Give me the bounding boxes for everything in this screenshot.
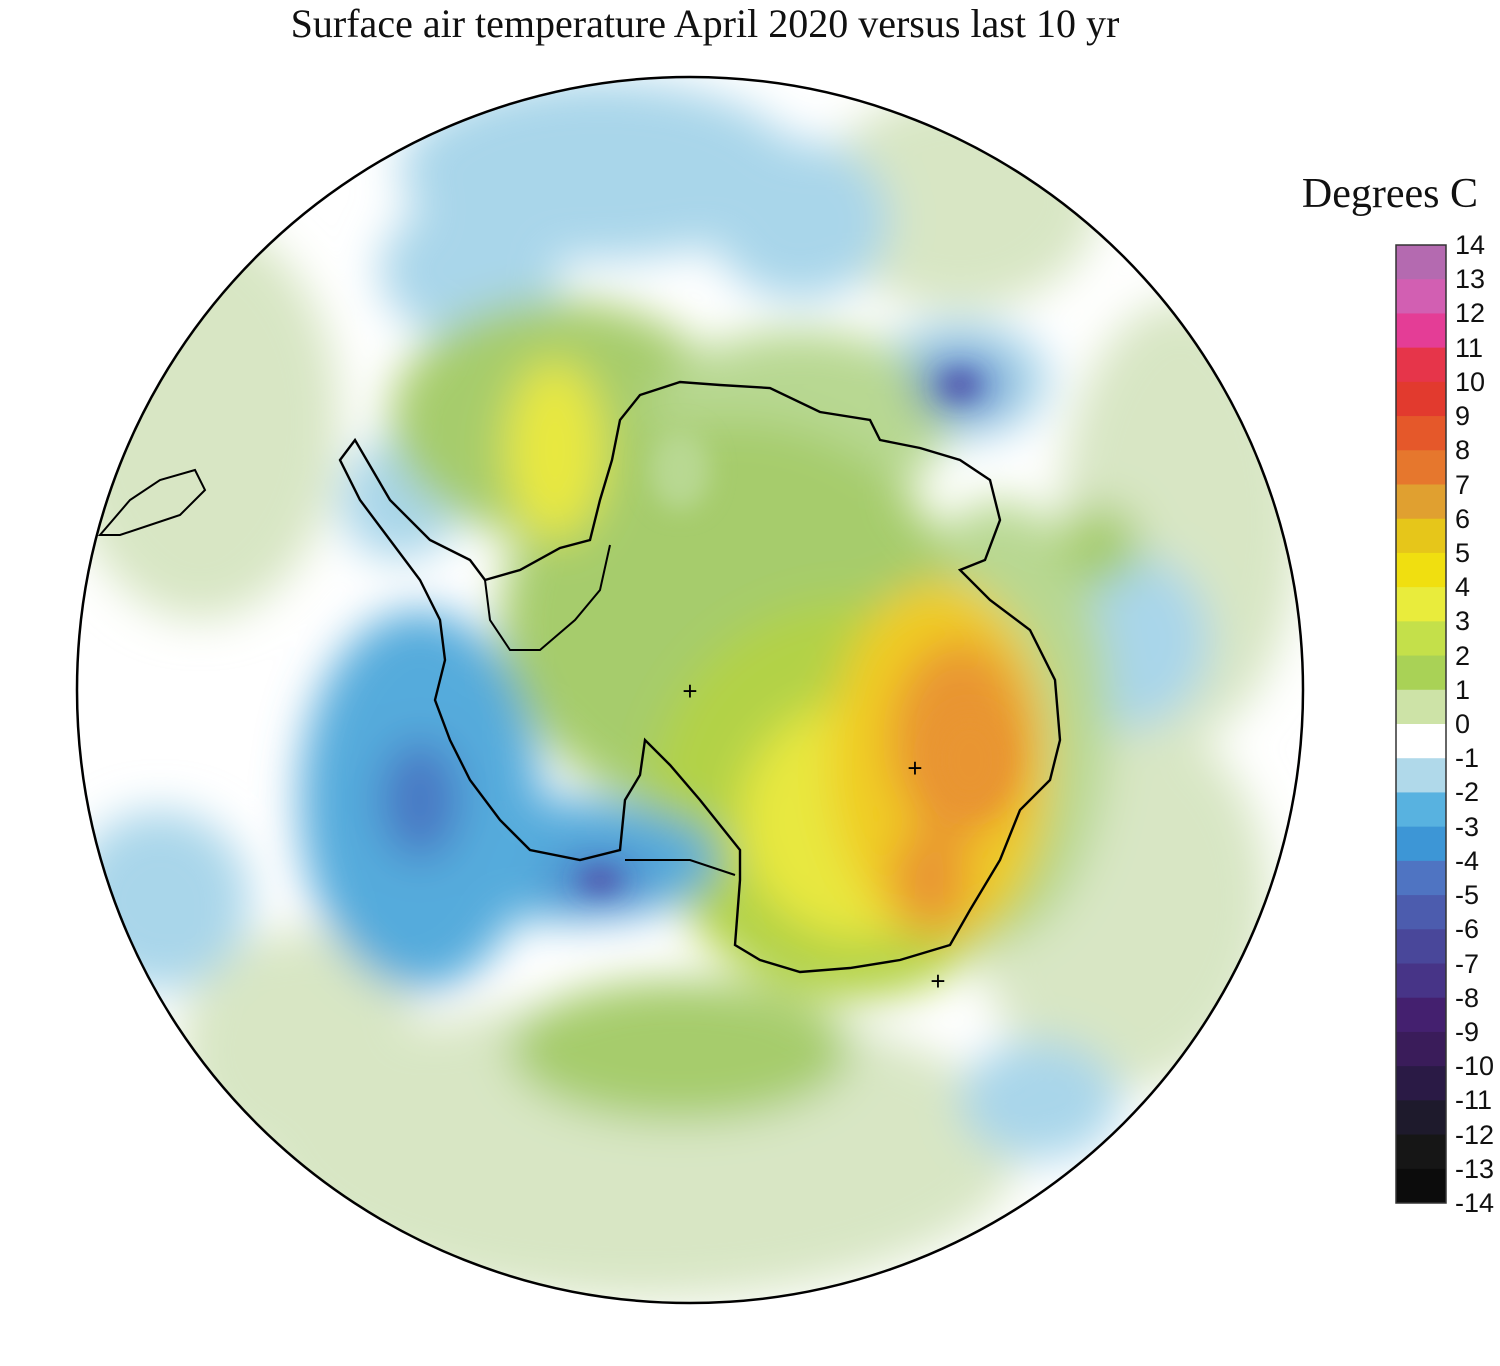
colorbar-tick-label: 8: [1455, 435, 1471, 466]
colorbar-segment: [1396, 655, 1446, 691]
colorbar-tick-label: -8: [1455, 982, 1480, 1013]
colorbar-segment: [1396, 245, 1446, 280]
colorbar-tick-label: -11: [1455, 1085, 1493, 1116]
colorbar-tick-label: 1: [1455, 674, 1471, 705]
colorbar-tick-label: -14: [1455, 1188, 1495, 1218]
colorbar-tick-label: -9: [1455, 1016, 1480, 1047]
colorbar-tick-label: 0: [1455, 709, 1471, 739]
colorbar-tick-label: 9: [1455, 401, 1471, 432]
green-region: [1060, 505, 1140, 585]
light-blue-region: [960, 1040, 1120, 1160]
colorbar-tick-label: 5: [1455, 537, 1471, 568]
station-marker: +: [682, 676, 697, 706]
colorbar-tick-label: 3: [1455, 606, 1471, 637]
purple-core: [942, 373, 978, 397]
colorbar-segment: [1396, 1031, 1446, 1067]
station-marker: +: [930, 966, 945, 996]
map-title: Surface air temperature April 2020 versu…: [290, 1, 1120, 46]
coastline: [338, 380, 1062, 974]
colorbar-segment: [1396, 860, 1446, 896]
colorbar-segment: [1396, 347, 1446, 383]
colorbar-tick-label: -5: [1455, 880, 1480, 911]
colorbar-segment: [1396, 758, 1446, 793]
yellow-region: [505, 360, 605, 540]
colorbar-tick-label: -10: [1455, 1051, 1495, 1082]
colorbar-tick-label: -7: [1455, 948, 1480, 979]
colorbar-tick-label: -12: [1455, 1119, 1495, 1150]
colorbar-tick-label: 14: [1455, 230, 1486, 260]
orange-core: [930, 710, 1010, 810]
colorbar-tick-label: 13: [1455, 264, 1486, 295]
colorbar-segment: [1396, 895, 1446, 930]
colorbar-segment: [1396, 484, 1446, 520]
colorbar-segment: [1396, 1168, 1446, 1204]
colorbar-segment: [1396, 1100, 1446, 1136]
south-america-coast: [97, 468, 207, 536]
colorbar-segment: [1396, 689, 1446, 725]
colorbar-tick-label: -1: [1455, 743, 1480, 774]
colorbar-segment: [1396, 1134, 1446, 1170]
colorbar-tick-label: -4: [1455, 845, 1480, 876]
colorbar-tick-label: 11: [1455, 332, 1484, 363]
colorbar-frame: [1395, 244, 1447, 1204]
station-marker: +: [907, 753, 922, 783]
colorbar-segment: [1396, 552, 1446, 588]
green-region: [510, 980, 850, 1120]
dark-blue-region: [380, 740, 460, 860]
colorbar-tick-label: 4: [1455, 572, 1471, 603]
weddell-coast: [484, 544, 611, 651]
light-blue-region: [710, 140, 890, 300]
colorbar-tick-label: 10: [1455, 366, 1486, 397]
colorbar-segment: [1396, 416, 1446, 451]
colorbar-segment: [1396, 792, 1446, 828]
colorbar-segment: [1396, 1066, 1446, 1101]
colorbar-tick-label: -2: [1455, 777, 1480, 808]
ross-ice-shelf-line: [625, 859, 736, 876]
pale-core: [650, 430, 710, 510]
colorbar-segment: [1396, 621, 1446, 657]
colorbar-segment: [1396, 826, 1446, 862]
colorbar-segment: [1396, 587, 1446, 622]
colorbar: [1395, 244, 1447, 1204]
orange-region: [890, 830, 970, 930]
colorbar-segment: [1396, 279, 1446, 314]
colorbar-segment: [1396, 450, 1446, 485]
light-blue-region: [77, 810, 250, 990]
colorbar-segment: [1396, 313, 1446, 349]
anomaly-field: [77, 77, 1303, 1303]
purple-core: [580, 870, 620, 890]
colorbar-tick-label: 6: [1455, 503, 1471, 534]
map-border: [75, 75, 1305, 1305]
colorbar-segment: [1396, 929, 1446, 964]
pale-green-region: [77, 220, 340, 620]
colorbar-tick-label: -6: [1455, 914, 1480, 945]
colorbar-tick-label: -13: [1455, 1153, 1495, 1184]
colorbar-tick-label: -3: [1455, 811, 1480, 842]
colorbar-segment: [1396, 724, 1446, 759]
colorbar-tick-label: 7: [1455, 469, 1471, 500]
colorbar-tick-label: 12: [1455, 298, 1486, 329]
colorbar-segment: [1396, 518, 1446, 554]
colorbar-segment: [1396, 997, 1446, 1033]
colorbar-segment: [1396, 963, 1446, 999]
colorbar-title: Degrees C: [1301, 171, 1478, 217]
colorbar-segment: [1396, 381, 1446, 417]
colorbar-tick-label: 2: [1455, 640, 1471, 671]
